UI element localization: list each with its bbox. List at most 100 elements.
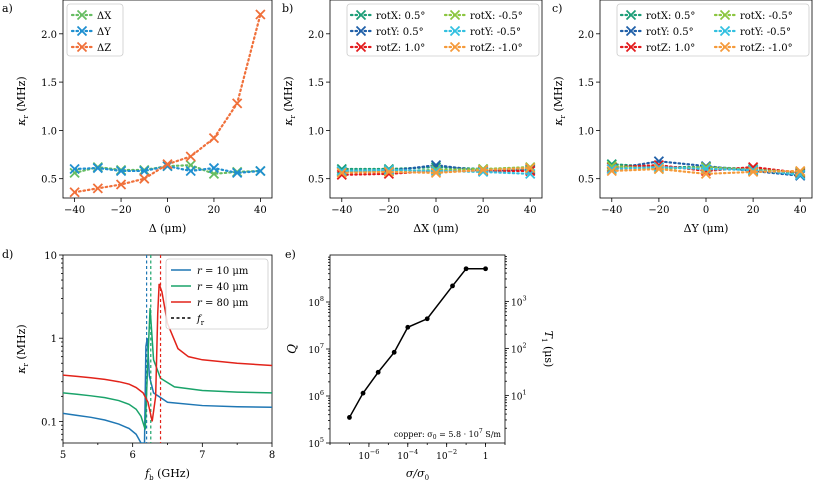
legend: rotX: 0.5° rotY: 0.5° rotZ: 1.0° rotX: -0.5… bbox=[616, 3, 810, 57]
y-tick-label: 2.0 bbox=[578, 30, 594, 41]
series-3 bbox=[69, 9, 266, 198]
data-point-b bbox=[336, 167, 347, 179]
data-point-b bbox=[747, 164, 759, 176]
series-1 bbox=[347, 266, 488, 420]
panel-b: −40 −20 0 20 40 0.5 1.0 1.5 2.0 b) ΔX (μm) κr (MHz)… bbox=[282, 0, 543, 235]
legend-label-val: = 10 μm bbox=[202, 266, 249, 277]
data-point-b bbox=[162, 159, 173, 170]
x-tick-label: 0 bbox=[703, 205, 709, 216]
data-point-b bbox=[477, 164, 489, 176]
legend-label-val: = 80 μm bbox=[202, 298, 249, 309]
annotation-main: copper: σ bbox=[394, 430, 433, 439]
y-axis-label-unit: (MHz) bbox=[282, 76, 295, 115]
data-point-b bbox=[232, 98, 243, 109]
x-axis-label: fb (GHz) bbox=[144, 467, 190, 482]
data-point-b bbox=[795, 165, 806, 177]
series-line bbox=[63, 308, 272, 430]
x-tick-label-exp: −6 bbox=[370, 448, 380, 456]
y-tick-label-exp: 5 bbox=[320, 436, 324, 444]
data-point-b bbox=[69, 163, 80, 175]
y-axis-label-main: κ bbox=[15, 118, 28, 127]
y-tick-label: 2.0 bbox=[308, 30, 324, 41]
legend-label: rotY: -0.5° bbox=[740, 27, 791, 38]
data-point bbox=[405, 324, 411, 330]
y2-tick-label-base: 10 bbox=[511, 392, 523, 402]
x-tick-label: 0 bbox=[433, 205, 439, 216]
legend-label-var: r bbox=[197, 266, 203, 277]
y2-tick-label: 102 bbox=[511, 341, 527, 355]
legend-marker-b bbox=[449, 25, 461, 37]
panel-e: 10−6 10−4 10−2 1105106107108101102103e)σ/σ0… bbox=[285, 248, 555, 482]
data-point-b bbox=[92, 162, 103, 174]
x-tick-label: 10−4 bbox=[397, 448, 418, 462]
data-point-b bbox=[185, 151, 196, 162]
data-point-b bbox=[383, 164, 395, 176]
x-tick-label-base: 10 bbox=[436, 452, 448, 462]
data-point-b bbox=[185, 165, 196, 177]
series-line bbox=[348, 267, 486, 418]
y-axis-label-main: κ bbox=[15, 366, 28, 375]
data-point bbox=[483, 266, 488, 272]
x-axis-label: Δ (μm) bbox=[149, 222, 187, 235]
legend-label: r = 10 μm bbox=[197, 266, 249, 277]
plot-frame bbox=[329, 254, 506, 444]
annotation: copper: σ0 = 5.8 · 107 S/m bbox=[394, 428, 502, 441]
x-axis-label-main: f bbox=[144, 467, 151, 480]
legend-label: rotX: -0.5° bbox=[740, 11, 793, 22]
y-tick-label: 10 bbox=[44, 251, 57, 262]
y-tick-label: 1 bbox=[51, 334, 57, 345]
y-axis-label: κr (MHz) bbox=[15, 324, 30, 374]
x-axis-label-sub: 0 bbox=[425, 474, 429, 482]
legend-label: r = 40 μm bbox=[197, 282, 249, 293]
y-tick-label: 1.0 bbox=[578, 126, 594, 137]
panel-label: d) bbox=[2, 248, 13, 261]
series-2 bbox=[69, 160, 266, 179]
legend-marker-b bbox=[625, 41, 637, 53]
x-tick-label-exp: −4 bbox=[409, 448, 419, 456]
legend-label: rotY: 0.5° bbox=[646, 27, 694, 38]
y-axis-label-unit: (MHz) bbox=[15, 324, 28, 363]
y2-axis-label-unit: (μs) bbox=[542, 342, 555, 367]
legend: rotX: 0.5° rotY: 0.5° rotZ: 1.0° rotX: -0.5… bbox=[346, 3, 540, 57]
y2-tick-label: 103 bbox=[511, 294, 527, 308]
data-point bbox=[424, 316, 430, 322]
legend-marker-b bbox=[449, 9, 461, 21]
legend-marker-b bbox=[719, 9, 731, 21]
data-point-b bbox=[430, 167, 442, 179]
legend-marker-b bbox=[625, 25, 637, 37]
data-point bbox=[360, 390, 366, 396]
legend-label: rotZ: -1.0° bbox=[740, 43, 793, 54]
data-point-b bbox=[747, 166, 759, 178]
annotation-sub: 0 bbox=[433, 434, 437, 441]
x-axis-label-sub: b bbox=[149, 474, 154, 482]
legend-marker-b bbox=[719, 41, 731, 53]
y2-axis-label: T1 (μs) bbox=[540, 331, 555, 368]
legend-box bbox=[66, 3, 124, 57]
data-point bbox=[463, 266, 469, 272]
legend-box bbox=[165, 258, 269, 330]
data-point-b bbox=[795, 169, 806, 180]
x-tick-label-base: 10 bbox=[358, 452, 370, 462]
panel-c: −40 −20 0 20 40 0.5 1.0 1.5 2.0 c) ΔY (μm) κr (MHz)… bbox=[552, 0, 813, 235]
series-6 bbox=[606, 163, 806, 179]
data-point-b bbox=[255, 9, 266, 20]
x-tick-label: 40 bbox=[794, 205, 807, 216]
y-axis-label-sub: r bbox=[22, 114, 30, 118]
legend-marker-b bbox=[355, 41, 367, 53]
data-point-b bbox=[139, 173, 150, 184]
data-point-b bbox=[115, 179, 127, 190]
panel-label: a) bbox=[2, 2, 13, 15]
x-tick-label: −40 bbox=[601, 205, 622, 216]
data-point-b bbox=[232, 167, 243, 179]
data-point-b bbox=[208, 132, 220, 144]
legend: ΔX ΔY ΔZ bbox=[66, 3, 124, 57]
x-axis-label-main: σ/σ bbox=[406, 467, 425, 480]
data-point-b bbox=[336, 165, 347, 177]
panel-label: b) bbox=[282, 2, 293, 15]
series-line bbox=[63, 283, 272, 422]
y-axis-label-main: κ bbox=[282, 118, 295, 127]
data-point bbox=[375, 369, 381, 375]
x-tick-label: −40 bbox=[331, 205, 352, 216]
x-tick-label: 20 bbox=[477, 205, 490, 216]
